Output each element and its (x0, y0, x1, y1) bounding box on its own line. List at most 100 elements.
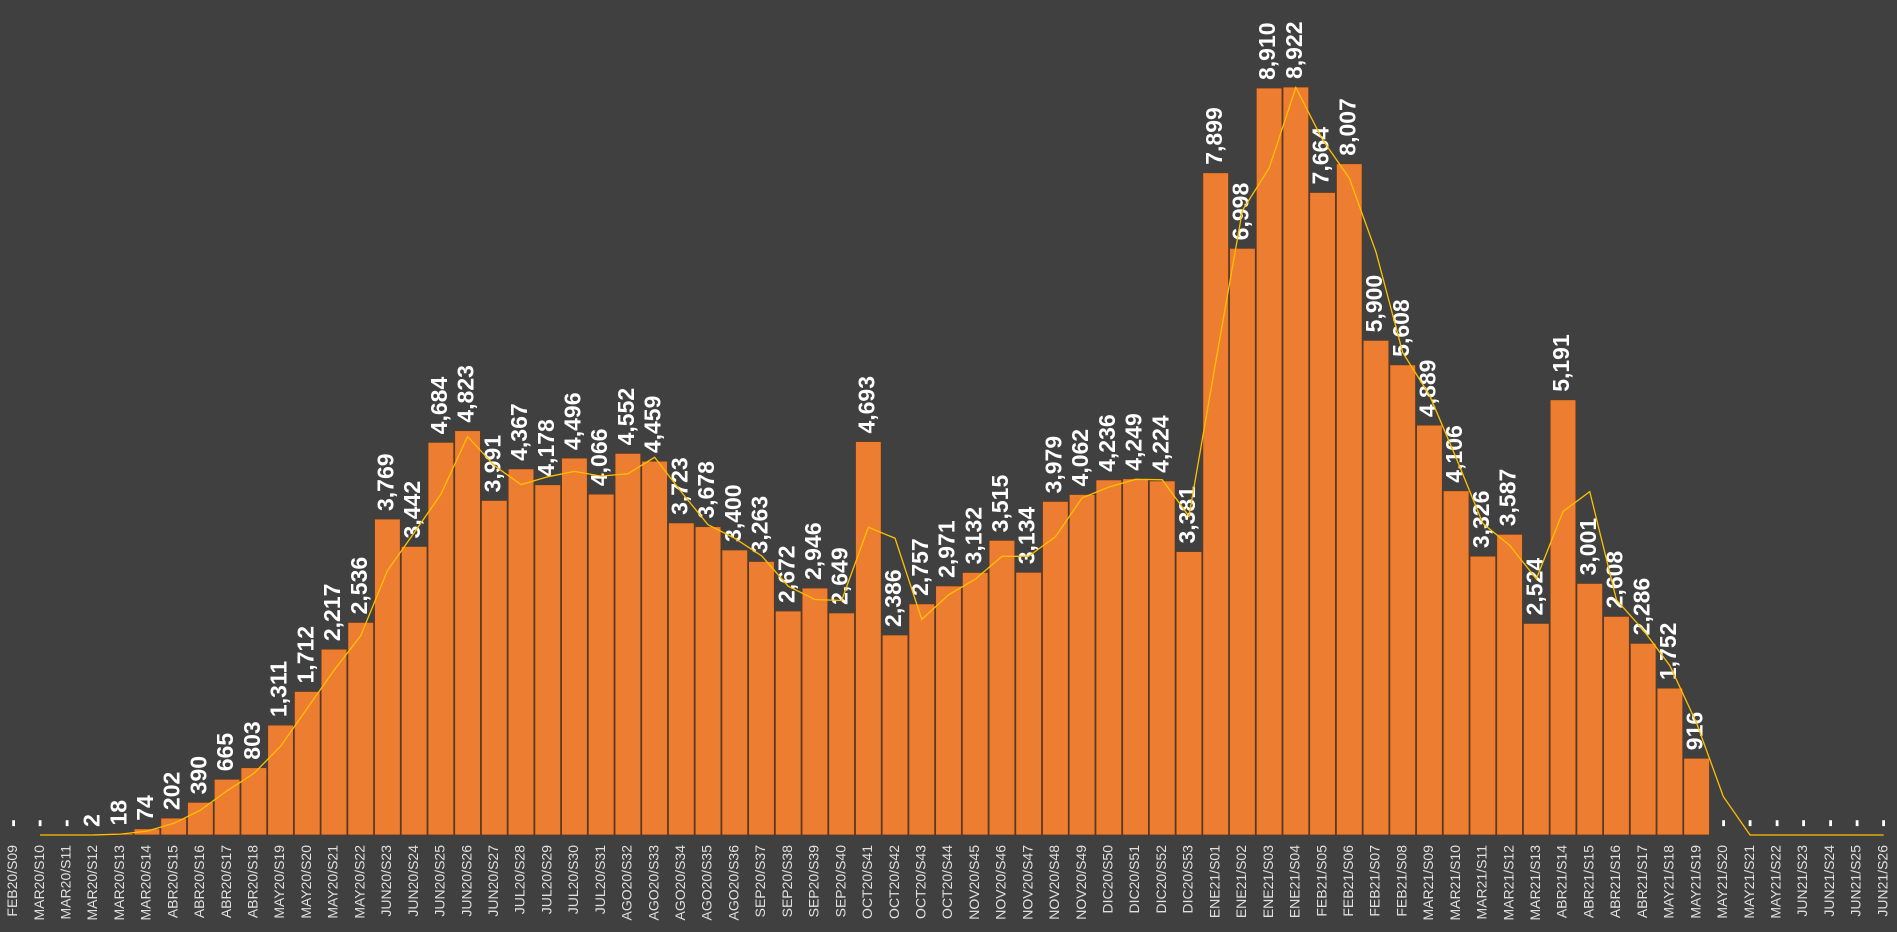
bar (1442, 490, 1470, 836)
data-label: 4,367 (506, 403, 532, 461)
data-label: 2 (79, 814, 105, 827)
bar (748, 561, 775, 836)
data-label: 4,236 (1094, 414, 1120, 472)
x-tick-label: FEB21/S07 (1367, 845, 1383, 917)
bar (641, 460, 668, 836)
bar (1523, 622, 1550, 836)
bar (1469, 555, 1497, 836)
bar (1549, 399, 1577, 836)
data-label: 3,442 (399, 481, 425, 539)
bar (481, 500, 508, 836)
x-tick-label: AGO20/S34 (672, 845, 688, 921)
data-label: 4,062 (1067, 429, 1093, 487)
data-label: 4,684 (426, 377, 452, 435)
x-tick-label: NOV20/S45 (966, 845, 982, 920)
x-tick-label: ABR20/S16 (191, 845, 207, 918)
bar (561, 457, 588, 836)
bar (534, 484, 561, 836)
x-tick-label: MAR21/S10 (1447, 845, 1463, 921)
bar (721, 549, 749, 836)
data-label: - (1735, 819, 1761, 827)
bar (133, 828, 161, 836)
bar (1015, 571, 1042, 836)
x-tick-label: SEP20/S37 (752, 845, 768, 918)
x-tick-label: OCT20/S41 (859, 845, 875, 919)
x-tick-label: DIC20/S52 (1153, 845, 1169, 914)
x-tick-label: FEB20/S09 (4, 845, 20, 917)
x-tick-label: OCT20/S42 (886, 845, 902, 919)
data-label: 2,971 (934, 520, 960, 578)
bar (1389, 364, 1416, 836)
bar (614, 452, 642, 836)
bar (961, 572, 989, 836)
data-label: 4,823 (453, 365, 479, 423)
bar (1229, 247, 1256, 836)
data-label: 202 (159, 772, 185, 810)
data-label: 8,910 (1254, 22, 1280, 80)
data-label: - (1842, 819, 1868, 827)
x-tick-label: DIC20/S53 (1180, 845, 1196, 914)
x-tick-label: FEB21/S06 (1340, 845, 1356, 917)
data-label: - (0, 819, 24, 827)
x-tick-label: MAY20/S22 (351, 845, 367, 919)
data-label: 18 (105, 800, 131, 826)
bar (801, 587, 829, 836)
x-tick-label: MAR20/S12 (84, 845, 100, 921)
x-tick-label: FEB21/S08 (1393, 845, 1409, 917)
x-tick-label: JUN20/S24 (405, 845, 421, 917)
data-label: 4,889 (1415, 360, 1441, 418)
bar (587, 493, 615, 836)
data-label: 4,066 (586, 429, 612, 487)
x-tick-label: SEP20/S38 (779, 845, 795, 918)
data-label: 4,693 (853, 376, 879, 434)
x-tick-label: NOV20/S49 (1073, 845, 1089, 920)
bar (828, 612, 855, 836)
bar (507, 468, 535, 836)
bar (1576, 583, 1603, 836)
data-label: - (25, 819, 51, 827)
bar (1175, 551, 1203, 836)
x-tick-label: ABR20/S15 (164, 845, 180, 918)
x-tick-label: JUN20/S25 (432, 845, 448, 917)
x-tick-label: MAR21/S09 (1420, 845, 1436, 921)
x-tick-label: JUN21/S24 (1821, 845, 1837, 917)
bar (1629, 642, 1657, 836)
x-tick-label: MAY20/S19 (271, 845, 287, 919)
data-label: 6,998 (1227, 183, 1253, 241)
bar (1042, 501, 1069, 836)
data-label: - (52, 819, 78, 827)
data-label: 4,496 (560, 393, 586, 451)
data-label: 3,134 (1014, 506, 1040, 564)
x-tick-label: ABR20/S18 (245, 845, 261, 918)
bar (908, 603, 936, 836)
x-tick-label: NOV20/S48 (1046, 845, 1062, 920)
x-tick-label: OCT20/S43 (912, 845, 928, 919)
bar (988, 539, 1016, 836)
bar (1095, 479, 1123, 836)
data-label: 2,217 (319, 584, 345, 642)
data-label: 3,263 (747, 496, 773, 554)
bar (1282, 86, 1310, 836)
data-label: - (1762, 819, 1788, 827)
data-label: 390 (185, 756, 211, 794)
bar (1068, 494, 1096, 836)
x-tick-label: ABR21/S15 (1580, 845, 1596, 918)
bar (1336, 163, 1363, 836)
bar (1309, 192, 1336, 836)
data-label: - (1708, 819, 1734, 827)
data-label: 2,524 (1521, 558, 1547, 616)
bar (1255, 87, 1283, 836)
x-tick-label: JUN21/S23 (1794, 845, 1810, 917)
data-label: 4,224 (1147, 415, 1173, 473)
x-tick-label: AGO20/S32 (619, 845, 635, 921)
data-label: 4,249 (1121, 413, 1147, 471)
x-tick-label: NOV20/S46 (993, 845, 1009, 920)
x-tick-label: OCT20/S44 (939, 845, 955, 919)
x-tick-label: NOV20/S47 (1019, 845, 1035, 920)
x-tick-label: JUL20/S28 (512, 845, 528, 914)
x-tick-label: MAY21/S20 (1714, 845, 1730, 919)
bar (694, 526, 722, 836)
bar (1148, 480, 1176, 836)
x-tick-label: FEB21/S05 (1313, 845, 1329, 917)
data-label: 2,608 (1602, 551, 1628, 609)
